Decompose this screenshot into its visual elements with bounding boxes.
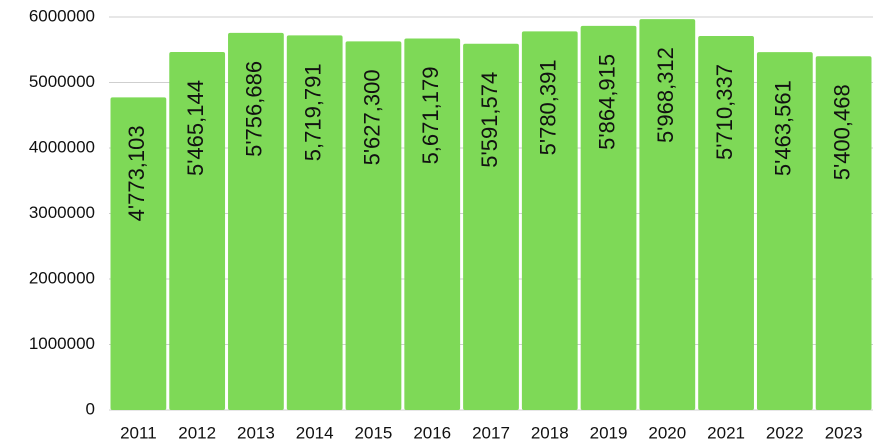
value-label: 5'780,391 — [536, 59, 561, 155]
value-label: 5'627,300 — [359, 69, 384, 165]
value-label: 5,719,791 — [301, 63, 326, 161]
value-label: 5'465,144 — [183, 80, 208, 176]
y-tick-label: 5000000 — [29, 72, 95, 91]
bar — [698, 35, 754, 410]
bar — [521, 31, 578, 410]
y-tick-label: 6000000 — [29, 6, 95, 25]
bar — [345, 41, 402, 410]
x-tick-label: 2016 — [413, 423, 451, 442]
value-label: 5'463,561 — [771, 80, 796, 176]
value-label: 5'591,574 — [477, 72, 502, 168]
bar — [463, 43, 519, 411]
y-tick-label: 2000000 — [29, 268, 95, 287]
value-label: 5'756,686 — [242, 61, 267, 157]
y-tick-label: 1000000 — [29, 334, 95, 353]
x-tick-label: 2019 — [590, 423, 628, 442]
value-label: 4'773,103 — [124, 125, 149, 221]
x-tick-label: 2013 — [237, 423, 275, 442]
value-label: 5'864,915 — [594, 54, 619, 150]
value-label: 5'400,468 — [829, 84, 854, 180]
x-tick-label: 2017 — [472, 423, 510, 442]
x-tick-label: 2018 — [531, 423, 569, 442]
y-tick-label: 3000000 — [29, 203, 95, 222]
bar — [756, 52, 813, 411]
bar — [404, 38, 461, 410]
bar — [286, 35, 343, 410]
bar — [169, 52, 226, 410]
bar — [228, 32, 284, 410]
value-label: 5'710,337 — [712, 64, 737, 160]
x-tick-label: 2023 — [825, 423, 863, 442]
bar — [110, 97, 167, 410]
x-tick-label: 2022 — [766, 423, 804, 442]
y-tick-label: 4000000 — [29, 137, 95, 156]
x-tick-label: 2014 — [296, 423, 334, 442]
bar — [815, 56, 872, 410]
x-tick-label: 2021 — [707, 423, 745, 442]
bar — [639, 19, 696, 411]
y-tick-label: 0 — [86, 399, 95, 418]
x-tick-label: 2020 — [648, 423, 686, 442]
x-tick-label: 2011 — [120, 423, 157, 442]
x-tick-label: 2012 — [178, 423, 216, 442]
value-label: 5,671,179 — [418, 67, 443, 165]
x-tick-label: 2015 — [355, 423, 393, 442]
bar — [580, 25, 637, 410]
value-label: 5'968,312 — [653, 47, 678, 143]
